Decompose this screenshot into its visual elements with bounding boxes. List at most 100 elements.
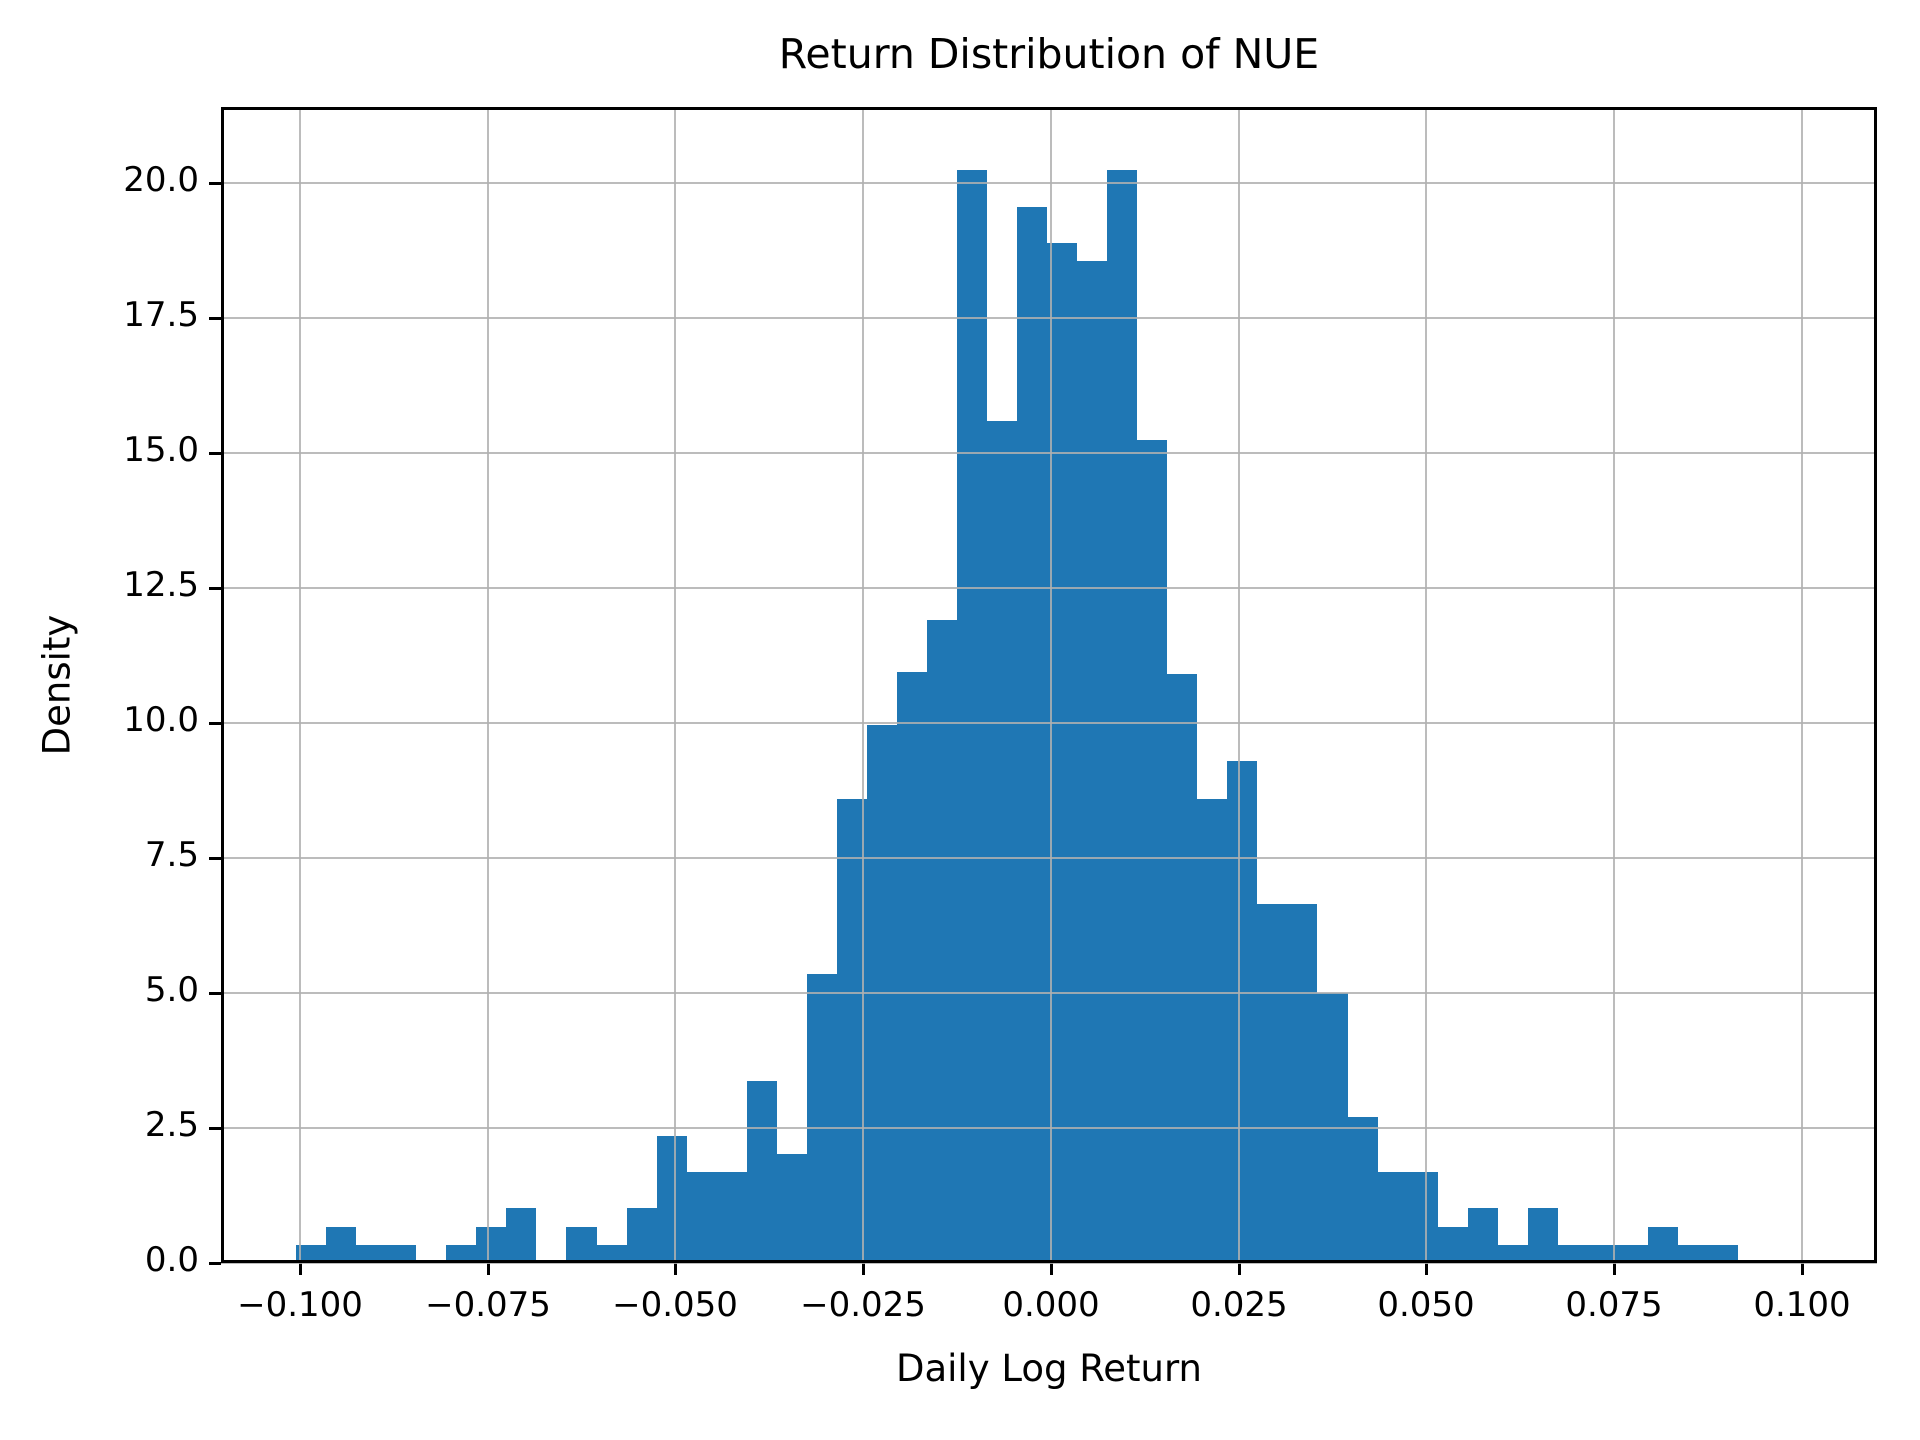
x-tick-label: 0.075	[1565, 1285, 1663, 1325]
x-tick-mark	[1425, 1263, 1428, 1275]
histogram-bar	[1408, 1172, 1438, 1263]
histogram-bar	[1047, 243, 1077, 1263]
histogram-bar	[1348, 1117, 1378, 1263]
y-tick-mark	[209, 317, 221, 320]
histogram-bar	[867, 725, 897, 1263]
histogram-bar	[1017, 207, 1047, 1263]
x-tick-mark	[1613, 1263, 1616, 1275]
y-tick-label: 20.0	[123, 160, 199, 200]
y-gridline	[221, 1262, 1877, 1264]
histogram-bar	[1498, 1245, 1528, 1263]
x-gridline	[1050, 107, 1052, 1263]
histogram-bar	[476, 1227, 506, 1263]
x-gridline	[1613, 107, 1615, 1263]
histogram-bar	[957, 170, 987, 1263]
y-gridline	[221, 317, 1877, 319]
histogram-bar	[1378, 1172, 1408, 1263]
y-tick-mark	[209, 722, 221, 725]
x-tick-label: −0.025	[800, 1285, 926, 1325]
histogram-bar	[296, 1245, 326, 1263]
y-tick-label: 0.0	[144, 1240, 199, 1280]
histogram-bar	[717, 1172, 747, 1263]
x-tick-label: −0.050	[612, 1285, 738, 1325]
x-tick-label: −0.075	[425, 1285, 551, 1325]
x-tick-mark	[299, 1263, 302, 1275]
histogram-bar	[747, 1081, 777, 1263]
histogram-bar	[627, 1208, 657, 1263]
histogram-bar	[1287, 904, 1317, 1263]
histogram-bar	[446, 1245, 476, 1263]
histogram-bar	[1558, 1245, 1588, 1263]
x-tick-mark	[1050, 1263, 1053, 1275]
x-tick-label: 0.000	[1002, 1285, 1100, 1325]
histogram-bar	[1077, 261, 1107, 1263]
histogram-bar	[1227, 761, 1257, 1263]
histogram-bar	[1648, 1227, 1678, 1263]
histogram-bar	[1257, 904, 1287, 1263]
histogram-bar	[687, 1172, 717, 1263]
y-tick-label: 17.5	[123, 295, 199, 335]
x-tick-label: 0.050	[1377, 1285, 1475, 1325]
x-tick-mark	[487, 1263, 490, 1275]
histogram-bar	[1588, 1245, 1618, 1263]
histogram-bar	[1708, 1245, 1738, 1263]
histogram-bar	[1438, 1227, 1468, 1263]
y-tick-mark	[209, 587, 221, 590]
x-tick-label: −0.100	[237, 1285, 363, 1325]
y-gridline	[221, 992, 1877, 994]
x-gridline	[1425, 107, 1427, 1263]
y-tick-label: 15.0	[123, 430, 199, 470]
bars-layer	[221, 107, 1877, 1263]
x-gridline	[1238, 107, 1240, 1263]
histogram-bar	[1618, 1245, 1648, 1263]
x-gridline	[862, 107, 864, 1263]
y-tick-mark	[209, 1127, 221, 1130]
plot-area	[221, 107, 1877, 1264]
histogram-bar	[777, 1154, 807, 1263]
x-tick-mark	[674, 1263, 677, 1275]
y-tick-mark	[209, 182, 221, 185]
y-tick-mark	[209, 452, 221, 455]
histogram-bar	[356, 1245, 386, 1263]
histogram-bar	[897, 672, 927, 1263]
histogram-bar	[1528, 1208, 1558, 1263]
y-tick-label: 10.0	[123, 700, 199, 740]
grid-layer	[221, 107, 1877, 1264]
histogram-bar	[386, 1245, 416, 1263]
y-tick-mark	[209, 857, 221, 860]
histogram-bar	[326, 1227, 356, 1263]
histogram-bar	[657, 1136, 687, 1263]
histogram-bar	[1137, 440, 1167, 1263]
x-axis-label: Daily Log Return	[895, 1347, 1202, 1390]
histogram-bar	[927, 620, 957, 1263]
y-tick-label: 12.5	[123, 565, 199, 605]
y-gridline	[221, 1127, 1877, 1129]
x-gridline	[1801, 107, 1803, 1263]
y-gridline	[221, 722, 1877, 724]
histogram-bar	[566, 1227, 597, 1263]
histogram-bar	[1167, 674, 1197, 1263]
x-tick-mark	[862, 1263, 865, 1275]
y-gridline	[221, 587, 1877, 589]
y-axis-label: Density	[35, 614, 79, 756]
x-tick-label: 0.100	[1753, 1285, 1851, 1325]
y-tick-mark	[209, 1262, 221, 1265]
histogram-bar	[807, 974, 837, 1263]
x-tick-mark	[1801, 1263, 1804, 1275]
x-gridline	[674, 107, 676, 1263]
y-tick-label: 7.5	[144, 835, 199, 875]
histogram-bar	[1678, 1245, 1708, 1263]
x-tick-mark	[1238, 1263, 1241, 1275]
y-tick-mark	[209, 992, 221, 995]
y-gridline	[221, 857, 1877, 859]
histogram-bar	[506, 1208, 536, 1263]
chart-title: Return Distribution of NUE	[778, 30, 1320, 78]
x-gridline	[487, 107, 489, 1263]
x-tick-label: 0.025	[1190, 1285, 1288, 1325]
histogram-bar	[987, 421, 1017, 1263]
histogram-bar	[1468, 1208, 1498, 1263]
histogram-bar	[1197, 799, 1227, 1263]
y-tick-label: 5.0	[144, 970, 199, 1010]
y-gridline	[221, 182, 1877, 184]
